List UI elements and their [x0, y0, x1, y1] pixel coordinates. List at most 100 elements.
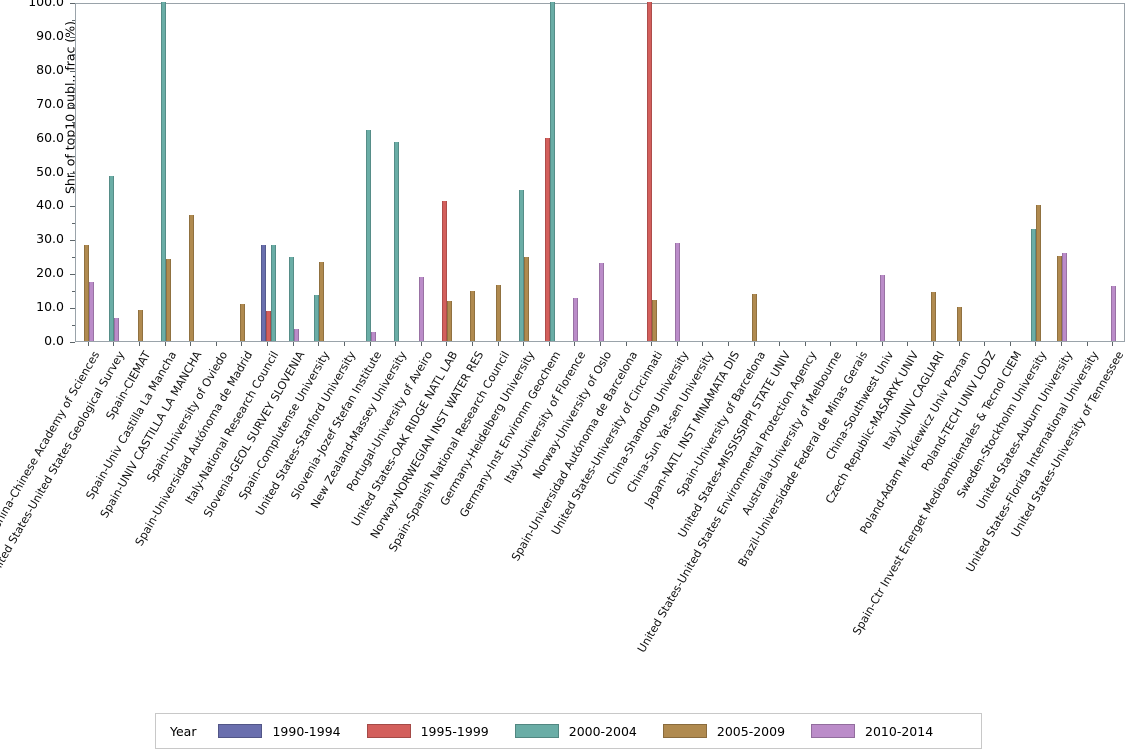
bar [524, 256, 530, 341]
bar [270, 245, 276, 341]
bar [549, 2, 555, 341]
x-axis-tick-mark [1060, 342, 1062, 346]
bar [1110, 286, 1116, 341]
bar [365, 130, 371, 341]
x-axis-tick-mark [1086, 342, 1088, 346]
x-axis-tick-mark [574, 342, 576, 346]
bar [137, 309, 143, 341]
y-axis-tick: 50.0 [0, 164, 75, 179]
y-axis-tick-label: 100.0 [28, 0, 64, 9]
bar [519, 190, 525, 341]
y-axis-minor-tick [72, 19, 75, 21]
x-axis-tick-mark [676, 342, 678, 346]
x-axis-tick-mark [292, 342, 294, 346]
bar [160, 2, 166, 341]
x-axis-tick-mark [728, 342, 730, 346]
x-axis-tick-mark [446, 342, 448, 346]
legend-item[interactable]: 2005-2009 [662, 724, 785, 739]
legend-color-swatch [514, 724, 559, 738]
y-axis-tick-label: 20.0 [36, 265, 64, 281]
x-axis-tick-mark [600, 342, 601, 346]
legend-item[interactable]: 2010-2014 [811, 724, 933, 739]
x-axis-tick-mark [139, 342, 141, 346]
bar [880, 275, 886, 341]
bar [931, 292, 937, 341]
bar [470, 290, 476, 341]
legend-item[interactable]: 1990-1994 [218, 723, 341, 739]
y-axis-tick-mark [70, 70, 75, 72]
y-axis-minor-tick [72, 291, 75, 293]
bar [572, 297, 578, 341]
bar [83, 244, 89, 341]
y-axis-minor-tick [72, 257, 75, 259]
x-axis-tick-mark [523, 342, 525, 346]
x-axis-tick-mark [804, 342, 806, 346]
x-axis-tick-mark [881, 342, 883, 346]
x-axis-tick-mark [625, 342, 627, 346]
x-axis-tick-mark [497, 342, 499, 346]
x-axis-tick-mark [267, 342, 269, 346]
legend-item-label: 1990-1994 [272, 723, 341, 739]
bar [393, 142, 399, 341]
y-axis-minor-tick [72, 189, 75, 191]
bar [165, 259, 171, 341]
y-axis-tick-label: 50.0 [36, 163, 64, 179]
bar [1036, 205, 1042, 341]
bar [1031, 229, 1037, 341]
bar [370, 332, 376, 341]
y-axis-tick: 40.0 [0, 197, 75, 212]
x-axis-tick-mark [395, 342, 397, 346]
x-axis-tick-mark [190, 342, 192, 346]
x-axis-tick-mark [87, 342, 89, 346]
x-axis-tick-mark [651, 342, 653, 346]
bar [109, 175, 115, 341]
x-axis-tick-mark [1035, 342, 1037, 346]
y-axis-tick-mark [70, 3, 75, 4]
y-axis-minor-tick [72, 155, 75, 157]
y-axis-minor-tick [72, 325, 75, 327]
y-axis-tick-label: 60.0 [36, 129, 64, 145]
y-axis-tick-label: 70.0 [36, 95, 64, 111]
x-axis-tick-mark [958, 342, 960, 346]
bar [447, 301, 453, 341]
bar [544, 138, 550, 341]
bars-container [76, 2, 1124, 341]
y-axis-tick-label: 90.0 [36, 27, 64, 43]
bar [239, 303, 245, 341]
y-axis-minor-tick [72, 53, 75, 55]
x-axis-tick-mark [318, 342, 320, 346]
x-axis-tick-label: China-Chinese Academy of Sciences [0, 349, 103, 532]
legend-item-label: 2010-2014 [865, 723, 934, 739]
x-axis-tick-mark [215, 342, 217, 346]
bar [114, 317, 120, 341]
x-axis-tick-mark [164, 342, 166, 346]
x-axis-tick-mark [907, 342, 909, 346]
x-axis-tick-mark [779, 342, 781, 346]
y-axis-tick-mark [70, 274, 75, 276]
bar [288, 256, 294, 341]
y-axis-tick-mark [70, 104, 75, 106]
y-axis-tick-label: 10.0 [36, 299, 64, 315]
bar [265, 310, 271, 341]
y-axis-tick: 0.0 [0, 333, 75, 348]
legend-entries: 1990-1994 1995-1999 2000-2004 2005-2009 2010… [218, 724, 959, 739]
bar [652, 299, 658, 341]
y-axis-tick: 70.0 [0, 96, 75, 111]
y-axis-tick: 60.0 [0, 130, 75, 145]
x-axis-tick-mark [420, 342, 422, 346]
x-axis-tick-mark [369, 342, 371, 346]
y-axis-tick: 30.0 [0, 231, 75, 246]
y-axis-tick-mark [70, 138, 75, 140]
y-axis-tick-mark [70, 172, 75, 174]
y-axis-minor-tick [72, 121, 75, 123]
x-axis-tick-mark [113, 342, 115, 346]
y-axis-tick: 10.0 [0, 299, 75, 314]
bar [598, 263, 604, 341]
legend-item[interactable]: 2000-2004 [514, 724, 637, 739]
y-axis-tick-mark [70, 342, 75, 343]
x-axis-tick-mark [548, 342, 550, 346]
y-axis-tick-mark [70, 206, 75, 208]
bar [1061, 252, 1067, 341]
legend-item[interactable]: 1995-1999 [366, 724, 489, 739]
